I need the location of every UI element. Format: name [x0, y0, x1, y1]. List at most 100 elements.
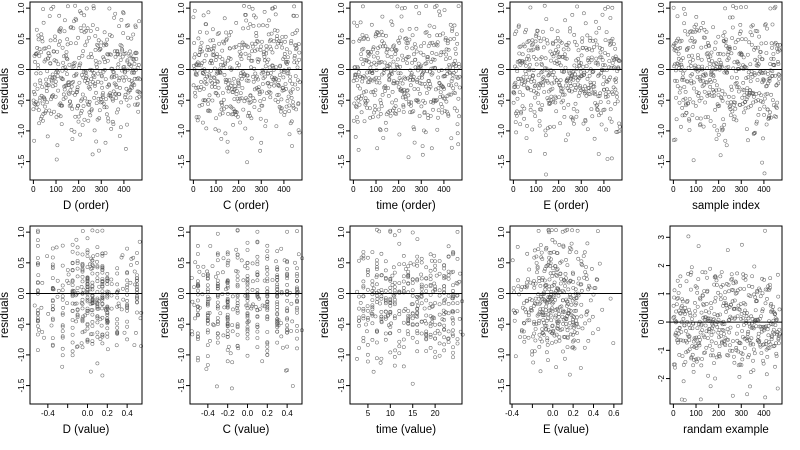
- data-point: [41, 118, 45, 123]
- data-point: [607, 116, 612, 121]
- data-point: [379, 319, 384, 324]
- data-point: [370, 303, 375, 308]
- data-point: [211, 27, 215, 32]
- data-point: [190, 299, 195, 304]
- data-point: [720, 127, 725, 132]
- data-point: [760, 309, 765, 314]
- data-point: [293, 260, 297, 265]
- data-point: [704, 30, 709, 34]
- data-point: [255, 240, 260, 245]
- data-point: [114, 73, 119, 78]
- data-point: [724, 37, 728, 42]
- data-point: [192, 285, 196, 289]
- y-tick-label: 0.0: [17, 287, 26, 299]
- data-point: [366, 308, 370, 313]
- data-point: [555, 251, 559, 255]
- data-point: [447, 56, 452, 60]
- data-point: [745, 52, 750, 57]
- data-point: [732, 354, 736, 359]
- data-point: [255, 322, 260, 327]
- data-point: [75, 266, 80, 271]
- data-point: [533, 338, 538, 343]
- data-point: [257, 307, 262, 312]
- data-point: [740, 52, 744, 57]
- data-point: [756, 45, 760, 50]
- data-point: [546, 89, 551, 94]
- data-point: [729, 88, 734, 92]
- data-point: [554, 59, 559, 63]
- data-point: [673, 333, 678, 337]
- data-point: [242, 4, 246, 8]
- y-axis-label: residuals: [479, 68, 491, 114]
- data-point: [724, 337, 729, 342]
- data-point: [85, 80, 89, 85]
- data-point: [433, 288, 437, 293]
- data-point: [101, 69, 106, 74]
- data-point: [428, 82, 432, 86]
- plot-frame: [669, 1, 783, 181]
- data-point: [737, 307, 741, 312]
- data-point: [99, 80, 104, 85]
- data-point: [545, 38, 549, 43]
- data-point: [531, 334, 535, 339]
- data-point: [35, 86, 40, 91]
- data-point: [758, 344, 763, 349]
- data-point: [251, 24, 256, 28]
- data-point: [534, 57, 538, 61]
- data-point: [412, 262, 416, 267]
- data-point: [729, 84, 734, 89]
- data-point: [52, 109, 56, 114]
- data-point: [718, 354, 722, 359]
- data-point: [771, 57, 776, 61]
- data-point: [48, 75, 52, 80]
- data-point: [416, 68, 420, 73]
- data-point: [720, 283, 725, 287]
- data-point: [285, 298, 289, 303]
- data-point: [513, 354, 518, 359]
- data-point: [533, 296, 538, 301]
- data-point: [699, 26, 703, 30]
- data-point: [768, 110, 772, 115]
- data-point: [563, 65, 568, 70]
- data-point: [404, 96, 408, 101]
- data-point: [677, 308, 681, 313]
- y-tick-label: -1.5: [337, 378, 346, 392]
- data-point: [430, 40, 435, 45]
- data-point: [585, 77, 590, 81]
- data-point: [397, 40, 402, 45]
- data-point: [399, 14, 404, 19]
- data-point: [555, 319, 559, 324]
- data-point: [736, 85, 741, 90]
- data-point: [105, 326, 110, 331]
- data-point: [460, 332, 465, 337]
- data-point: [240, 76, 244, 81]
- x-tick-label: 0: [31, 185, 36, 194]
- data-point: [241, 278, 246, 283]
- data-point: [104, 97, 108, 101]
- data-point: [536, 100, 541, 105]
- data-point: [579, 61, 583, 65]
- data-point: [683, 96, 688, 101]
- data-point: [43, 104, 47, 109]
- data-point: [740, 335, 745, 339]
- data-point: [289, 90, 293, 95]
- data-point: [115, 65, 120, 70]
- data-point: [604, 127, 608, 132]
- data-point: [436, 75, 441, 80]
- data-point: [691, 45, 695, 49]
- data-point: [527, 297, 532, 301]
- data-point: [224, 30, 228, 35]
- x-axis-label: D (value): [63, 424, 110, 436]
- data-point: [96, 79, 100, 84]
- x-tick-label: 400: [757, 409, 771, 418]
- data-point: [574, 43, 579, 47]
- data-point: [730, 349, 735, 353]
- data-point: [258, 48, 263, 52]
- data-point: [139, 344, 143, 348]
- data-point: [221, 97, 226, 102]
- data-point: [397, 312, 402, 317]
- data-point: [218, 62, 223, 67]
- data-point: [125, 122, 129, 127]
- data-point: [47, 108, 52, 113]
- data-point: [257, 296, 261, 301]
